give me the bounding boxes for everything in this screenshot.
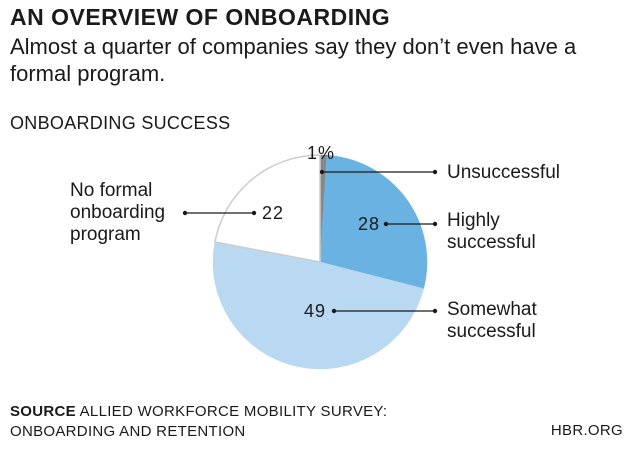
section-label: ONBOARDING SUCCESS — [10, 113, 231, 133]
leader-dot-1 — [383, 221, 389, 227]
leader-dot-3 — [182, 210, 188, 216]
leader-dot-0 — [319, 169, 325, 175]
chart-title: AN OVERVIEW OF ONBOARDING — [10, 4, 391, 30]
pie-chart: 1% Unsuccessful 28 Highly successful 49 Somewh… — [70, 143, 560, 370]
data-label-2: 49 — [304, 301, 326, 321]
pie-slice-2 — [212, 241, 424, 370]
category-label-1: Highly successful — [447, 210, 536, 253]
leader-dot-end-0 — [432, 169, 438, 175]
data-label-3: 22 — [262, 203, 284, 223]
source-label: SOURCE — [10, 403, 76, 420]
leader-dot-end-3 — [251, 210, 257, 216]
pie-slice-1 — [319, 154, 428, 289]
category-label-0: Unsuccessful — [447, 162, 560, 183]
pie-slice-3 — [214, 154, 321, 263]
source-text-2: ONBOARDING AND RETENTION — [10, 423, 246, 440]
leader-dot-end-1 — [432, 221, 438, 227]
brand-label: HBR.ORG — [550, 422, 623, 439]
category-label-3: No formal onboarding program — [70, 180, 165, 245]
data-label-0: 1% — [307, 143, 335, 163]
leader-dot-2 — [331, 308, 337, 314]
chart-subtitle: Almost a quarter of companies say they d… — [10, 34, 577, 86]
source-text: ALLIED WORKFORCE MOBILITY SURVEY: — [79, 403, 388, 420]
leader-dot-end-2 — [432, 308, 438, 314]
source-note: SOURCE ALLIED WORKFORCE MOBILITY SURVEY:… — [10, 402, 387, 442]
data-label-1: 28 — [358, 214, 380, 234]
category-label-2: Somewhat successful — [447, 299, 537, 342]
